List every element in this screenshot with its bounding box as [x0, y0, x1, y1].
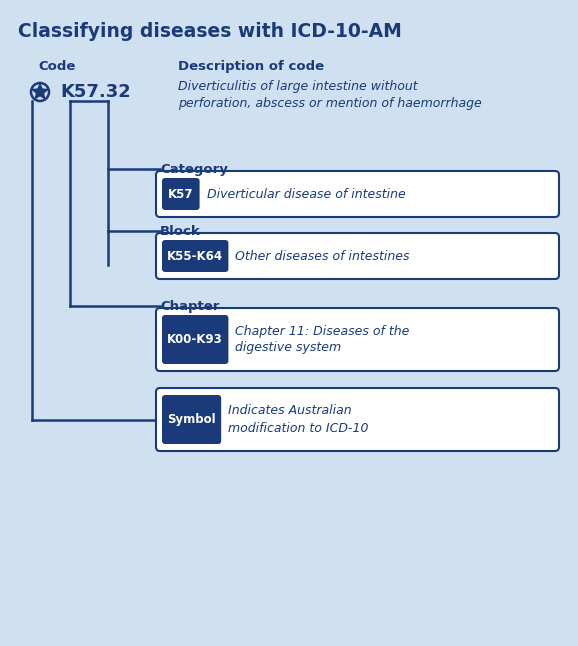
Text: K55-K64: K55-K64 [167, 249, 223, 262]
Text: K00-K93: K00-K93 [167, 333, 223, 346]
Text: Description of code: Description of code [178, 60, 324, 73]
FancyBboxPatch shape [162, 395, 221, 444]
Text: K57: K57 [168, 187, 194, 200]
Text: Diverticular disease of intestine: Diverticular disease of intestine [206, 187, 405, 200]
FancyBboxPatch shape [162, 178, 199, 210]
FancyBboxPatch shape [156, 233, 559, 279]
Text: Classifying diseases with ICD-10-AM: Classifying diseases with ICD-10-AM [18, 22, 402, 41]
Text: Chapter 11: Diseases of the
digestive system: Chapter 11: Diseases of the digestive sy… [235, 324, 410, 355]
Text: Block: Block [160, 225, 201, 238]
Text: Other diseases of intestines: Other diseases of intestines [235, 249, 410, 262]
Text: Category: Category [160, 163, 228, 176]
Text: Chapter: Chapter [160, 300, 220, 313]
Text: Symbol: Symbol [167, 413, 216, 426]
Text: Indicates Australian
modification to ICD-10: Indicates Australian modification to ICD… [228, 404, 369, 435]
FancyBboxPatch shape [162, 315, 228, 364]
FancyBboxPatch shape [156, 388, 559, 451]
FancyBboxPatch shape [162, 240, 228, 272]
Text: K57.32: K57.32 [60, 83, 131, 101]
Text: Diverticulitis of large intestine without
perforation, abscess or mention of hae: Diverticulitis of large intestine withou… [178, 80, 481, 110]
Polygon shape [32, 84, 47, 98]
FancyBboxPatch shape [156, 171, 559, 217]
Text: Code: Code [38, 60, 75, 73]
FancyBboxPatch shape [156, 308, 559, 371]
